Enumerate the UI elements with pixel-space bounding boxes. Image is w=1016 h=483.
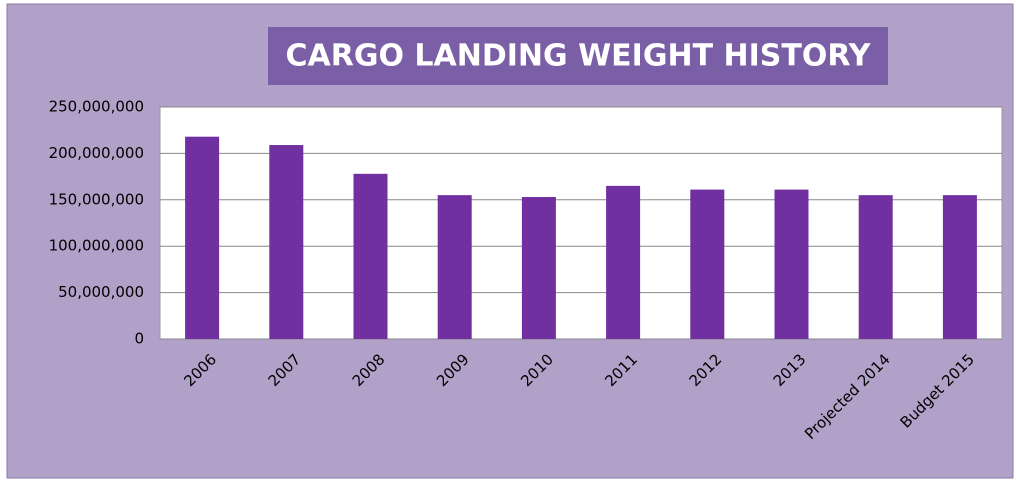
bar [858, 195, 893, 339]
bar [437, 195, 472, 339]
y-tick-label: 150,000,000 [49, 190, 144, 208]
bar [942, 195, 977, 339]
bar [690, 189, 725, 339]
bar [269, 145, 304, 339]
y-tick-label: 200,000,000 [49, 144, 144, 162]
y-tick-label: 0 [134, 330, 144, 348]
bar [185, 136, 220, 339]
chart-title: CARGO LANDING WEIGHT HISTORY [286, 39, 872, 74]
bar [606, 185, 641, 339]
bar [353, 173, 388, 339]
bar [521, 197, 556, 339]
y-tick-label: 50,000,000 [58, 283, 144, 301]
y-tick-label: 250,000,000 [49, 98, 144, 116]
bar [774, 189, 809, 339]
y-tick-label: 100,000,000 [49, 237, 144, 255]
title-box [268, 27, 888, 85]
